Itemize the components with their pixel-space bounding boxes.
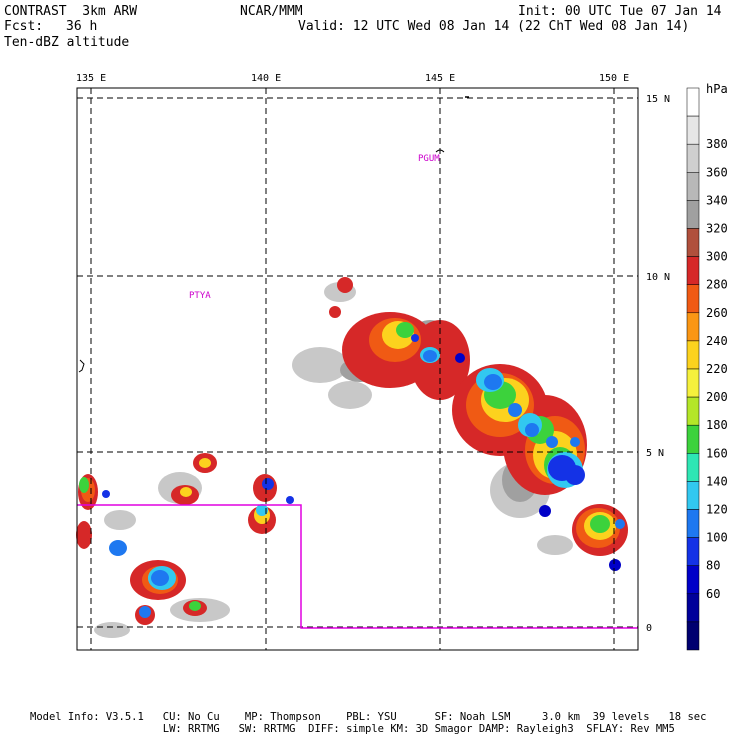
lat-tick-10: 10 N [646,272,670,283]
init-time: Init: 00 UTC Tue 07 Jan 14 [518,4,722,19]
colorbar-label: 280 [706,278,728,292]
colorbar-label: 160 [706,446,728,460]
colorbar-swatch [686,340,700,370]
colorbar-label: 240 [706,334,728,348]
colorbar-swatch [686,621,700,651]
colorbar-swatch [686,481,700,510]
colorbar-unit: hPa [706,82,728,96]
colorbar-label: 60 [706,587,720,601]
lat-tick-0: 0 [646,623,652,634]
domain-boundary [77,504,638,629]
site-ptya: PTYA [189,291,211,301]
colorbar-swatch [686,284,700,314]
valid-time: Valid: 12 UTC Wed 08 Jan 14 (22 ChT Wed … [298,19,690,34]
colorbar-label: 340 [706,193,728,207]
echo-top-field [76,277,628,638]
colorbar-swatch [686,537,700,566]
lon-tick-150: 150 E [599,73,629,84]
colorbar-swatch [686,256,700,285]
lat-lon-grid [77,88,638,650]
colorbar-swatch [686,565,700,595]
colorbar-label: 100 [706,531,728,545]
colorbar-label: 300 [706,250,728,264]
colorbar-swatch [686,396,700,426]
colorbar-label: 140 [706,474,728,488]
field-name: Ten-dBZ altitude [4,35,130,50]
colorbar-swatch [686,115,700,145]
colorbar-label: 80 [706,559,720,573]
colorbar-label: 220 [706,362,728,376]
colorbar-label: 180 [706,418,728,432]
model-info-line1: Model Info: V3.5.1 CU: No Cu MP: Thompso… [30,711,707,723]
colorbar-swatch [686,368,700,398]
organization-label: NCAR/MMM [240,4,303,19]
forecast-hour: 36 h [66,19,98,34]
colorbar-label: 360 [706,165,728,179]
colorbar-swatch [686,143,700,173]
lon-tick-135: 135 E [76,73,106,84]
colorbar-labels: 380 360 340 320 300 280 260 240 220 200 180 160 140 1… [706,137,728,601]
colorbar-swatch [686,509,700,538]
colorbar-swatch [686,172,700,201]
colorbar-swatch [686,453,700,482]
colorbar-swatch [686,87,700,117]
colorbar-swatch [686,228,700,257]
colorbar-label: 200 [706,390,728,404]
colorbar-label: 320 [706,222,728,236]
colorbar-swatch [686,593,700,623]
model-title: CONTRAST 3km ARW [4,4,138,19]
colorbar-label: 260 [706,306,728,320]
colorbar-swatch [686,424,700,454]
lon-tick-145: 145 E [425,73,455,84]
lat-tick-5: 5 N [646,448,664,459]
colorbar [686,87,700,651]
lon-tick-140: 140 E [251,73,281,84]
map-frame [76,87,639,651]
colorbar-swatch [686,200,700,229]
guam-coastline [435,149,445,153]
colorbar-label: 120 [706,503,728,517]
lat-tick-15: 15 N [646,94,670,105]
model-info-line2: LW: RRTMG SW: RRTMG DIFF: simple KM: 3D … [30,723,675,735]
forecast-label: Fcst: [4,19,44,34]
coastline-mark [78,359,85,373]
site-pgum: PGUM [418,154,440,164]
colorbar-label: 380 [706,137,728,151]
colorbar-swatch [686,312,700,342]
